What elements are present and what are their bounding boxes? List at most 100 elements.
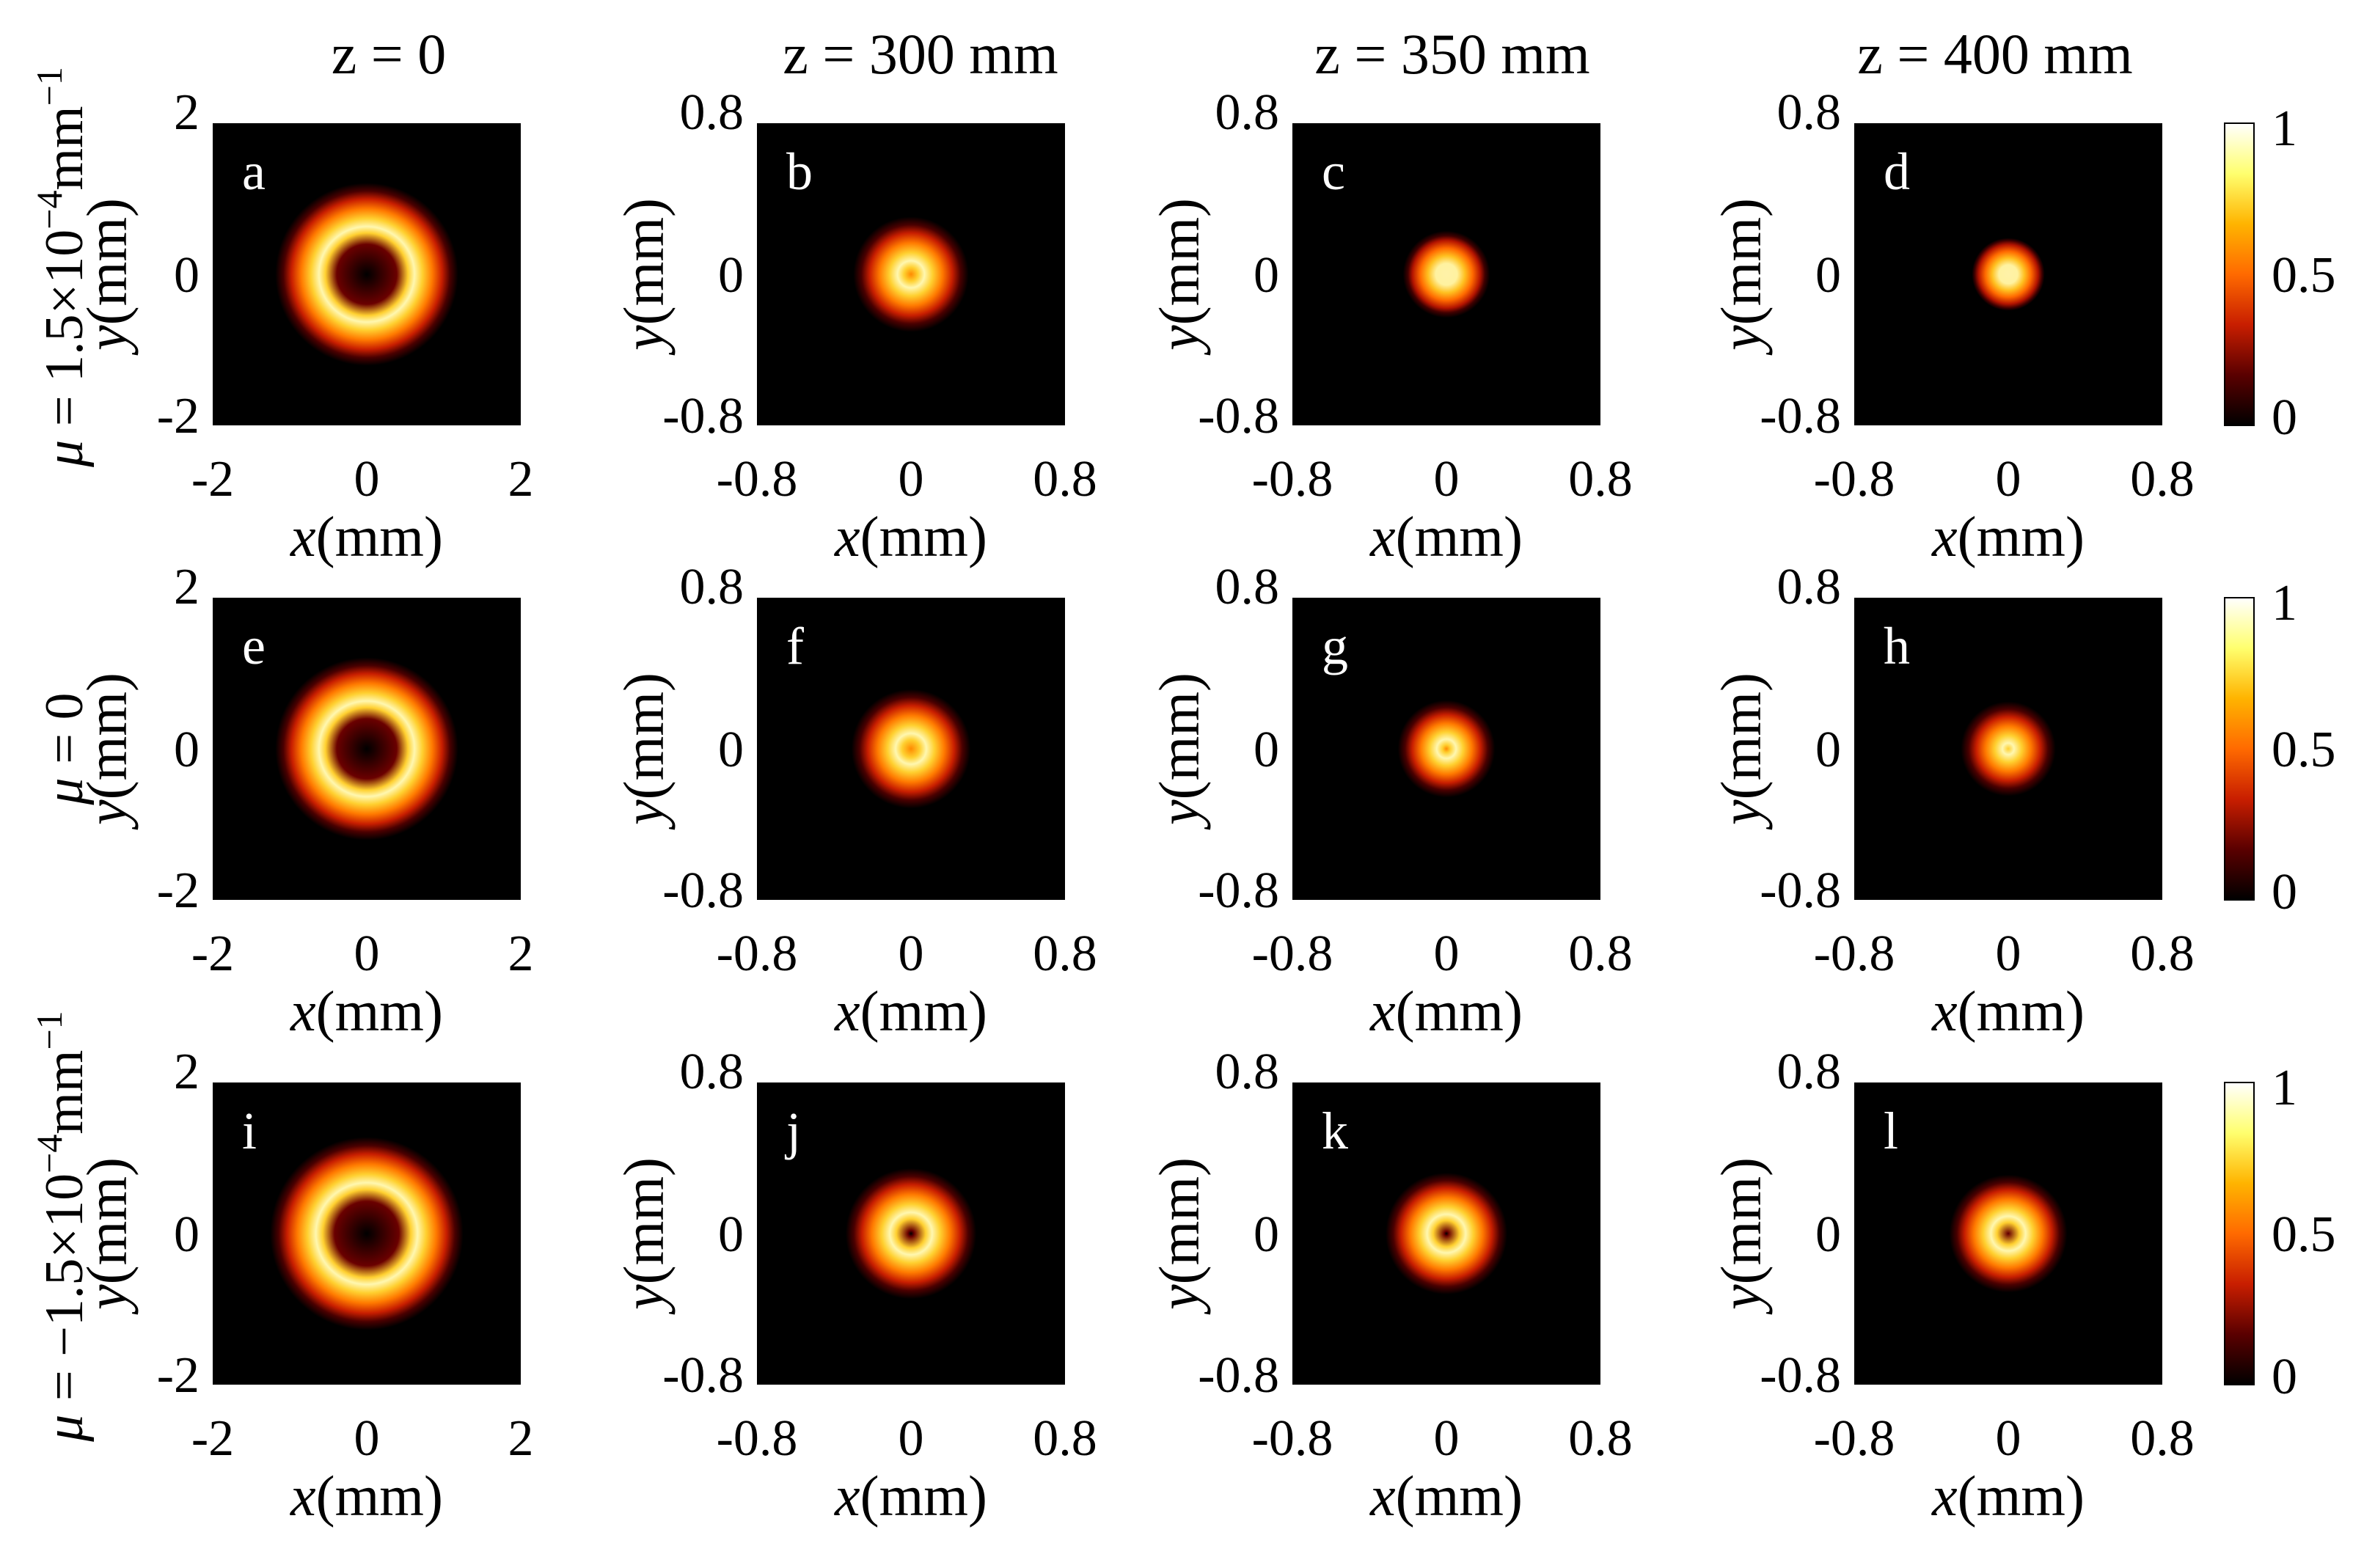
y-tick-c-2: -0.8 <box>1198 388 1279 444</box>
x-tick-e-1: 0 <box>354 926 380 982</box>
row-label-2: μ = −1.5×10−4mm−1 <box>29 1011 95 1442</box>
x-tick-l-1: 0 <box>1996 1410 2021 1467</box>
x-axis-label-a: x(mm) <box>290 505 443 568</box>
panel-letter-d: d <box>1884 142 1910 201</box>
y-tick-i-2: -2 <box>157 1347 200 1404</box>
x-tick-h-0: -0.8 <box>1814 926 1895 982</box>
y-tick-g-0: 0.8 <box>1215 559 1280 615</box>
panel-letter-h: h <box>1884 617 1910 675</box>
y-tick-f-0: 0.8 <box>680 559 744 615</box>
x-tick-d-1: 0 <box>1996 451 2021 508</box>
colorbar-0: 00.51 <box>2224 100 2336 446</box>
panel-b: b 0.8 0 -0.8 -0.8 0 0.8 x(mm) y(mm) <box>612 84 1097 568</box>
panel-i: i20-2-2 0 2x(mm)y(mm) <box>75 1044 534 1528</box>
panel-letter-k: k <box>1322 1102 1348 1160</box>
y-axis-label-c: y(mm) <box>1147 198 1211 356</box>
panel-h: h 0.8 0 -0.8 -0.8 0 0.8 x(mm) y(mm) <box>1709 559 2195 1043</box>
x-tick-b-1: 0 <box>899 451 924 508</box>
y-tick-l-1: 0 <box>1815 1206 1841 1263</box>
panel-j: j 0.8 0 -0.8 -0.8 0 0.8 x(mm) y(mm) <box>612 1044 1097 1528</box>
x-tick-f-2: 0.8 <box>1033 926 1097 982</box>
beam-intensity-c <box>1292 123 1600 425</box>
y-tick-k-0: 0.8 <box>1215 1044 1280 1100</box>
x-tick-f-1: 0 <box>899 926 924 982</box>
x-tick-k-1: 0 <box>1434 1410 1460 1467</box>
y-axis-label-h: y(mm) <box>1709 673 1773 830</box>
y-axis-label-i: y(mm) <box>75 1157 139 1315</box>
y-axis-label-f: y(mm) <box>612 673 676 830</box>
y-tick-j-0: 0.8 <box>680 1044 744 1100</box>
colorbar-1: 00.51 <box>2224 575 2336 920</box>
x-tick-c-2: 0.8 <box>1568 451 1633 508</box>
colorbar-tick-0-1: 0.5 <box>2272 247 2336 304</box>
x-tick-b-0: -0.8 <box>717 451 798 508</box>
panel-letter-b: b <box>786 142 813 201</box>
panel-letter-j: j <box>784 1102 801 1160</box>
panel-letter-l: l <box>1884 1102 1898 1160</box>
panel-l: l 0.8 0 -0.8 -0.8 0 0.8 x(mm) y(mm) <box>1709 1044 2195 1528</box>
y-tick-j-2: -0.8 <box>662 1347 744 1404</box>
colorbar-tick-2-2: 1 <box>2272 1060 2297 1116</box>
colorbar-tick-1-1: 0.5 <box>2272 722 2336 778</box>
x-axis-label-k: x(mm) <box>1369 1464 1523 1528</box>
beam-intensity-i <box>213 1082 521 1385</box>
y-tick-j-1: 0 <box>718 1206 744 1263</box>
x-tick-h-2: 0.8 <box>2130 926 2195 982</box>
y-tick-f-1: 0 <box>718 722 744 778</box>
x-axis-label-l: x(mm) <box>1931 1464 2085 1528</box>
beam-intensity-g <box>1292 598 1600 900</box>
x-tick-i-2: 2 <box>508 1410 534 1467</box>
x-tick-g-1: 0 <box>1434 926 1460 982</box>
panels-layer: a 2 0 -2 -2 0 2 x(mm) y(mm) b 0.8 0 -0.8 -0.8 0 0.8 x(mm… <box>75 84 2195 1528</box>
x-tick-g-0: -0.8 <box>1252 926 1333 982</box>
beam-intensity-d <box>1854 123 2162 425</box>
x-axis-label-g: x(mm) <box>1369 979 1523 1043</box>
colorbar-tick-0-0: 0 <box>2272 389 2297 446</box>
y-tick-c-0: 0.8 <box>1215 84 1280 141</box>
y-tick-b-2: -0.8 <box>662 388 744 444</box>
x-tick-j-1: 0 <box>899 1410 924 1467</box>
column-title-2: z = 350 mm <box>1314 22 1589 86</box>
panel-letter-f: f <box>786 617 804 675</box>
x-tick-g-2: 0.8 <box>1568 926 1633 982</box>
colorbar-ramp-1 <box>2224 597 2255 901</box>
y-axis-label-j: y(mm) <box>612 1157 676 1315</box>
y-tick-h-1: 0 <box>1815 722 1841 778</box>
row-label-0: μ = 1.5×10−4mm−1 <box>29 67 95 468</box>
y-tick-d-2: -0.8 <box>1760 388 1841 444</box>
panel-letter-i: i <box>242 1102 257 1160</box>
panel-k: k 0.8 0 -0.8 -0.8 0 0.8 x(mm) y(mm) <box>1147 1044 1633 1528</box>
y-tick-e-2: -2 <box>157 862 200 919</box>
y-tick-i-0: 2 <box>174 1044 200 1100</box>
y-axis-label-e: y(mm) <box>75 673 139 830</box>
x-tick-a-0: -2 <box>191 451 234 508</box>
y-axis-label-l: y(mm) <box>1709 1157 1773 1315</box>
colorbar-ramp-0 <box>2224 122 2255 426</box>
panel-letter-a: a <box>242 142 266 201</box>
x-tick-k-0: -0.8 <box>1252 1410 1333 1467</box>
y-tick-g-1: 0 <box>1254 722 1279 778</box>
x-tick-a-1: 0 <box>354 451 380 508</box>
colorbar-tick-0-2: 1 <box>2272 100 2297 157</box>
x-tick-j-2: 0.8 <box>1033 1410 1097 1467</box>
colorbar-tick-1-2: 1 <box>2272 575 2297 631</box>
x-tick-c-1: 0 <box>1434 451 1460 508</box>
y-axis-label-b: y(mm) <box>612 198 676 356</box>
x-tick-c-0: -0.8 <box>1252 451 1333 508</box>
y-axis-label-a: y(mm) <box>75 198 139 356</box>
y-tick-k-1: 0 <box>1254 1206 1279 1263</box>
x-tick-d-0: -0.8 <box>1814 451 1895 508</box>
y-axis-label-d: y(mm) <box>1709 198 1773 356</box>
colorbar-2: 00.51 <box>2224 1060 2336 1405</box>
y-tick-b-1: 0 <box>718 247 744 304</box>
x-tick-b-2: 0.8 <box>1033 451 1097 508</box>
colorbar-tick-1-0: 0 <box>2272 864 2297 920</box>
panel-c: c 0.8 0 -0.8 -0.8 0 0.8 x(mm) y(mm) <box>1147 84 1633 568</box>
x-axis-label-d: x(mm) <box>1931 505 2085 568</box>
y-tick-d-0: 0.8 <box>1777 84 1842 141</box>
beam-intensity-a <box>213 123 521 425</box>
panel-a: a20-2-2 0 2x(mm)y(mm) <box>75 84 534 568</box>
y-tick-c-1: 0 <box>1254 247 1279 304</box>
beam-intensity-l <box>1854 1082 2162 1385</box>
